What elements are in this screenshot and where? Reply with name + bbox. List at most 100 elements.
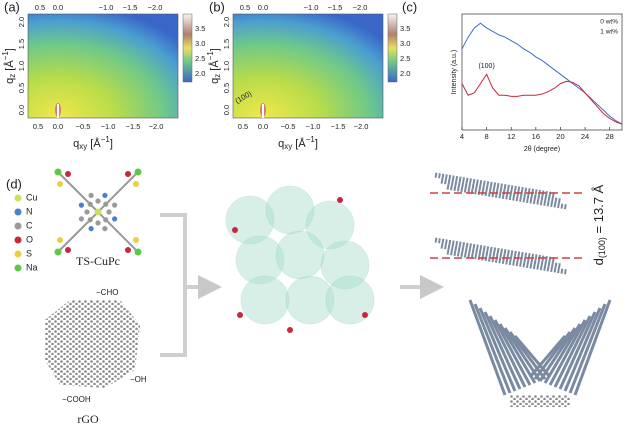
x-tick-label: 24 [581,132,589,141]
atom [102,226,108,232]
molecule-label: TS-CuPc [76,254,120,268]
x-tick-label: −2.0 [149,122,164,131]
composite-domain [305,200,355,250]
atom [125,247,131,253]
atom [57,181,63,187]
group-label: −OH [130,375,147,384]
axis-label-part: q [4,78,16,84]
spacing-part: = 13.7 Å [591,184,606,237]
stack-left [488,315,527,388]
top-tick-label: −1.0 [304,3,319,12]
x-tick-label: −0.5 [281,122,296,131]
atom [88,192,94,198]
panel-label: (c) [402,0,417,14]
element-swatch [14,222,22,230]
substrate-label: rGO [77,412,99,426]
axis-label-part: ] [4,48,16,51]
atom [95,220,101,226]
colorbar-tick-label: 3.5 [195,24,205,33]
element-swatch [14,194,22,202]
y-tick-label: 1.5 [222,39,231,49]
layer [440,243,562,269]
atom [102,192,108,198]
axis-label: qxy [Å−1] [73,135,113,151]
stack-left [493,319,532,386]
panel-label: (d) [6,176,22,191]
panel-label: (b) [209,0,225,14]
stack-right [543,323,582,384]
atom [78,216,84,222]
spacing-label: d(100) = 13.7 Å [591,184,607,265]
element-label: C [26,220,33,230]
x-tick-label: −0.5 [76,122,91,131]
atom [95,198,101,204]
atom [84,209,90,215]
colorbar [182,13,193,83]
line-series [461,22,623,125]
bracket [160,213,210,357]
colorbar-tick-label: 2.0 [195,69,205,78]
axis-label-part: xy [79,142,87,151]
stack-right [533,331,572,380]
x-tick-label: 0.0 [53,122,63,131]
x-tick-label: −1.0 [101,122,116,131]
axis-label-part: q [209,78,221,84]
composite-domain [225,195,275,245]
x-tick-label: 8 [485,132,489,141]
atom [237,312,243,318]
x-tick-label: 16 [532,132,540,141]
colorbar-tick-label: 3.0 [195,39,205,48]
atom [87,201,93,207]
x-tick-label: 12 [507,132,515,141]
x-tick-label: −1.0 [306,122,321,131]
atom [337,197,343,203]
y-axis-label: Intensity (a.u.) [451,50,458,94]
composite-domain [320,240,370,290]
axis-label: qz [Å−1] [1,48,17,84]
stack-right [568,303,607,394]
axis-label-part: q [73,138,79,150]
molecule-arm [97,211,137,251]
y-tick-label: 2.0 [222,17,231,27]
plot-frame [461,13,623,131]
legend-entry: 1 wt% [600,29,618,36]
axis-label-part: −1 [1,51,10,61]
colorbar-tick-label: 3.0 [400,39,410,48]
x-tick-label: 28 [606,132,614,141]
axis-label-part: [Å [292,137,306,150]
stack-left [473,303,512,394]
element-label: N [26,206,33,216]
colorbar-tick-label: 2.5 [195,54,205,63]
atom [134,168,142,176]
axis-label-part: [Å [3,60,16,74]
axis-label-part: −1 [101,135,111,144]
group-label: −CHO [96,288,118,297]
stack-right [528,335,567,378]
group-label: −COOH [62,395,91,404]
atom [232,227,238,233]
layer [446,249,568,275]
x-tick-label: −2.0 [354,122,369,131]
spacing-part: (100) [597,237,607,258]
element-label: Na [26,262,38,272]
stack-right [553,315,592,388]
atom [87,217,93,223]
y-tick-label: 0.0 [17,105,26,115]
atom [54,168,62,176]
atom [94,208,102,216]
stack-left [498,323,537,384]
axis-label-part: ] [209,48,221,51]
line-series [461,73,623,125]
x-tick-label: 20 [556,132,564,141]
stack-left [513,335,552,378]
element-swatch [14,264,22,272]
top-tick-label: −2.0 [353,3,368,12]
composite-domain [265,185,315,235]
atom [362,312,368,318]
composite-domain [325,275,375,325]
stack-left [468,299,507,396]
axis-label-part: ] [110,138,113,150]
top-tick-label: 0.5 [240,3,250,12]
stack-right [573,299,612,396]
layer [446,184,568,210]
